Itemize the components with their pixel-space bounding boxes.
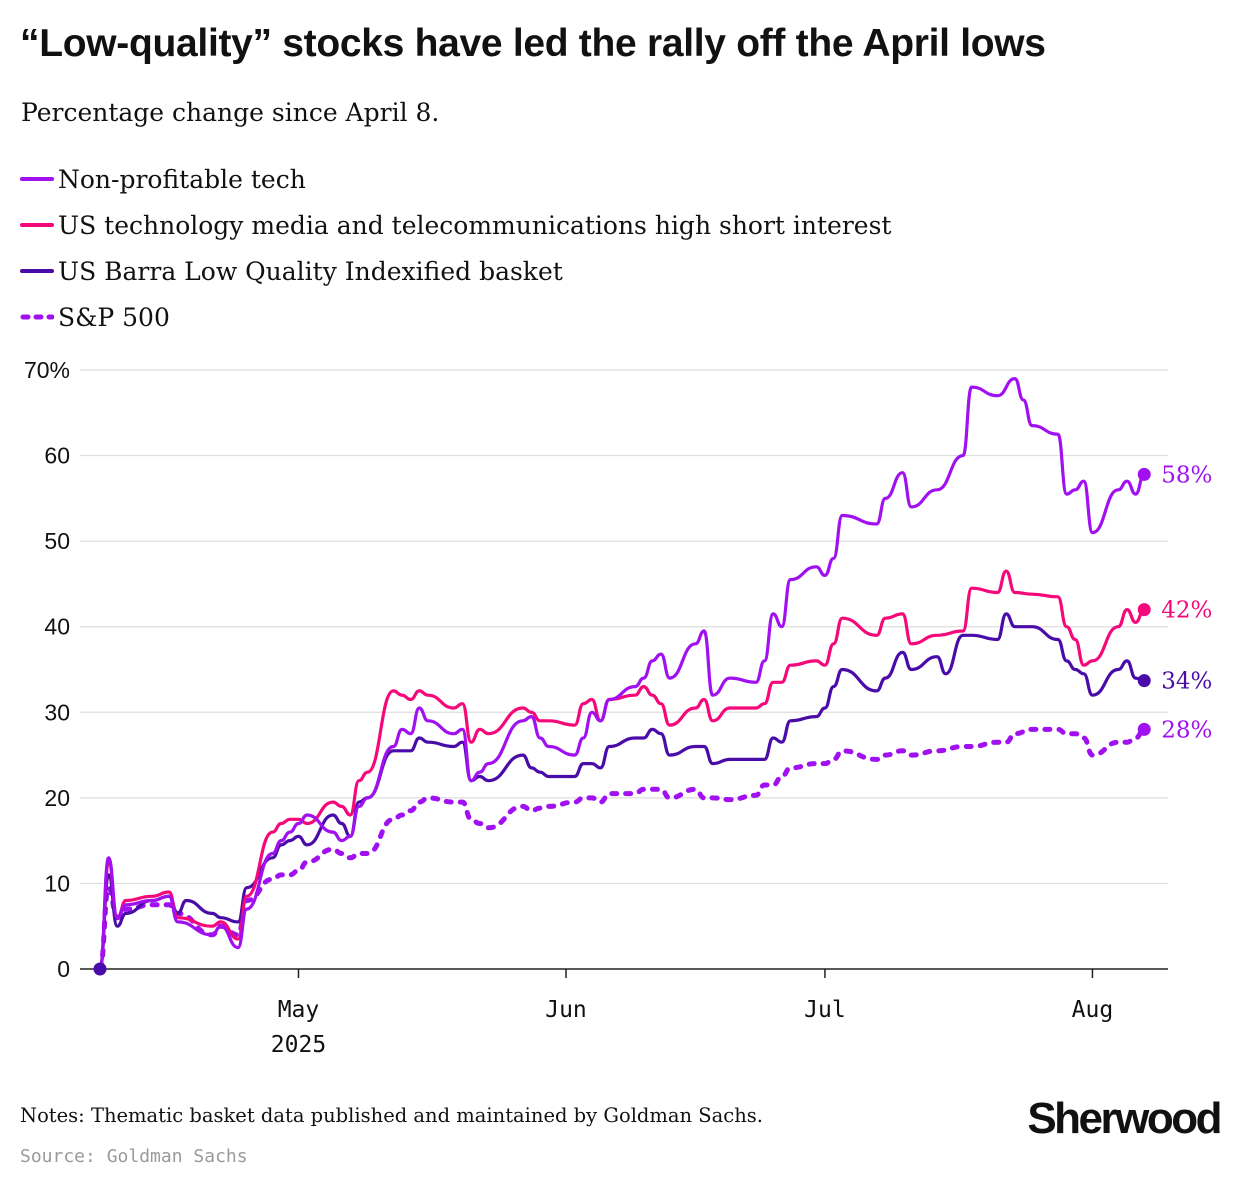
series-end-label-1: 42% bbox=[1161, 598, 1212, 624]
legend-item-sp500: S&P 500 bbox=[20, 294, 891, 340]
chart-notes: Notes: Thematic basket data published an… bbox=[20, 1104, 763, 1127]
series-end-dot-2 bbox=[1137, 674, 1151, 688]
x-tick-label: Jun bbox=[545, 997, 587, 1023]
series-end-dot-1 bbox=[1137, 603, 1151, 617]
x-tick-label: Jul bbox=[804, 997, 846, 1023]
sherwood-logo: Sherwood bbox=[1027, 1094, 1222, 1143]
legend-label: US technology media and telecommunicatio… bbox=[58, 210, 892, 240]
series-end-label-3: 28% bbox=[1161, 717, 1212, 743]
chart-title: “Low-quality” stocks have led the rally … bbox=[20, 22, 1046, 65]
legend-item-non-profitable-tech: Non-profitable tech bbox=[20, 156, 891, 202]
legend-item-tmt-short-interest: US technology media and telecommunicatio… bbox=[20, 202, 891, 248]
legend-swatch-non-profitable-tech bbox=[20, 177, 54, 181]
y-tick-label: 30 bbox=[44, 699, 70, 725]
series-line-2 bbox=[98, 612, 1146, 971]
y-tick-label: 50 bbox=[44, 528, 70, 554]
legend-swatch-sp500 bbox=[20, 314, 54, 320]
y-tick-label: 40 bbox=[44, 614, 70, 640]
series-line-3 bbox=[97, 726, 1147, 972]
legend-item-barra-low-quality: US Barra Low Quality Indexified basket bbox=[20, 248, 891, 294]
x-tick-label: May bbox=[278, 997, 320, 1023]
series-end-label-0: 58% bbox=[1161, 462, 1212, 488]
legend: Non-profitable tech US technology media … bbox=[20, 156, 891, 340]
series-end-dot-0 bbox=[1137, 467, 1151, 481]
chart-subtitle: Percentage change since April 8. bbox=[21, 98, 440, 127]
legend-swatch-tmt-short-interest bbox=[20, 223, 54, 227]
y-tick-label: 10 bbox=[44, 870, 70, 896]
y-tick-label: 20 bbox=[44, 785, 70, 811]
series-start-dot bbox=[93, 962, 107, 976]
x-tick-label: Aug bbox=[1072, 997, 1114, 1023]
y-tick-label: 60 bbox=[44, 443, 70, 469]
series-line-1 bbox=[98, 569, 1146, 971]
legend-label: US Barra Low Quality Indexified basket bbox=[58, 256, 563, 286]
x-tick-sublabel: 2025 bbox=[271, 1032, 326, 1058]
legend-label: S&P 500 bbox=[58, 302, 170, 332]
series-end-dot-3 bbox=[1137, 722, 1151, 736]
series-line-0 bbox=[98, 377, 1146, 971]
legend-swatch-barra-low-quality bbox=[20, 269, 54, 273]
chart-source: Source: Goldman Sachs bbox=[20, 1146, 248, 1167]
line-chart: 0 10 20 30 40 50 60 70% May 2025 Jun Jul Aug 28% 34% 42… bbox=[24, 357, 1212, 1058]
y-tick-label: 70% bbox=[24, 357, 70, 383]
y-tick-label: 0 bbox=[57, 956, 70, 982]
legend-label: Non-profitable tech bbox=[58, 164, 306, 194]
series-end-label-2: 34% bbox=[1161, 669, 1212, 695]
